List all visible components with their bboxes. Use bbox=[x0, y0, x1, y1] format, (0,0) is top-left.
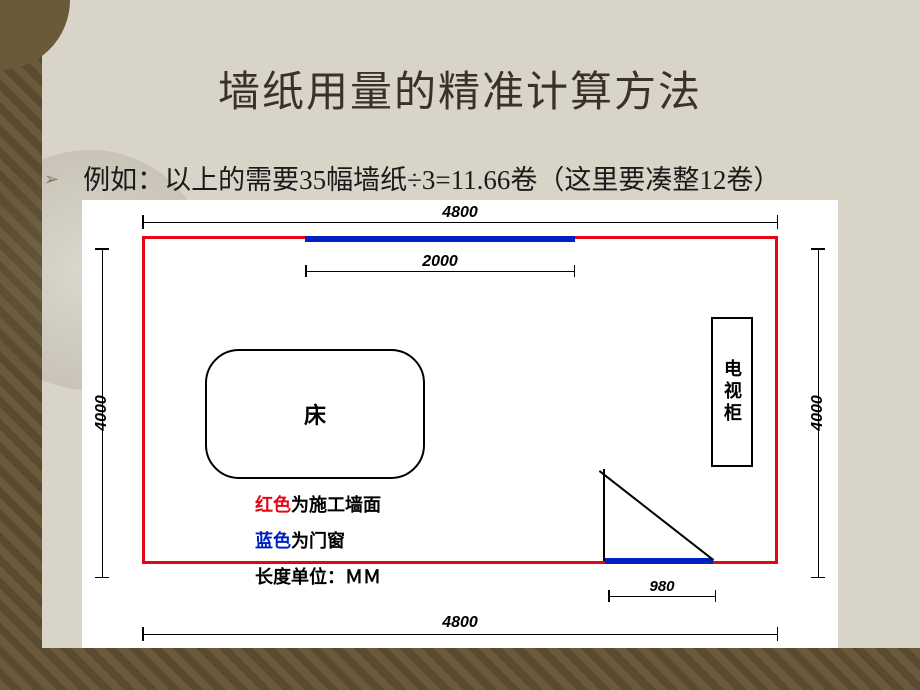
chevron-right-icon: ➢ bbox=[44, 169, 59, 190]
legend-line-red: 红色为施工墙面 bbox=[255, 487, 381, 523]
door-swing-diagonal bbox=[599, 470, 714, 561]
bullet-text: 例如：以上的需要35幅墙纸÷3=11.66卷（这里要凑整12卷） bbox=[83, 158, 780, 197]
floorplan-diagram: 4800 4800 4000 4000 2000 bbox=[82, 200, 838, 648]
legend: 红色为施工墙面 蓝色为门窗 长度单位：ＭＭ bbox=[255, 487, 381, 595]
dimension-value: 980 bbox=[649, 578, 674, 595]
door-swing-side bbox=[603, 469, 605, 561]
legend-blue-rest: 为门窗 bbox=[291, 531, 345, 551]
slide-title: 墙纸用量的精准计算方法 bbox=[0, 58, 920, 119]
legend-line-unit: 长度单位：ＭＭ bbox=[255, 559, 381, 595]
dimension-value: 4000 bbox=[93, 395, 111, 431]
bullet-row: ➢ 例如：以上的需要35幅墙纸÷3=11.66卷（这里要凑整12卷） bbox=[44, 158, 900, 197]
legend-red-rest: 为施工墙面 bbox=[291, 495, 381, 515]
dimension-value: 2000 bbox=[422, 253, 458, 270]
legend-line-blue: 蓝色为门窗 bbox=[255, 523, 381, 559]
dimension-right: 4000 bbox=[804, 248, 832, 578]
tv-cabinet-shape: 电视柜 bbox=[711, 317, 753, 467]
dimension-window: 2000 bbox=[305, 257, 575, 285]
door-opening bbox=[605, 558, 713, 564]
dimension-left: 4000 bbox=[88, 248, 116, 578]
dimension-door: 980 bbox=[608, 582, 716, 606]
bed-shape: 床 bbox=[205, 349, 425, 479]
dimension-value: 4000 bbox=[809, 395, 827, 431]
legend-red-word: 红色 bbox=[255, 495, 291, 515]
dimension-value: 4800 bbox=[442, 204, 478, 221]
dimension-value: 4800 bbox=[442, 614, 478, 631]
bed-label: 床 bbox=[304, 398, 326, 430]
dimension-top: 4800 bbox=[142, 204, 778, 232]
legend-blue-word: 蓝色 bbox=[255, 531, 291, 551]
window-opening bbox=[305, 236, 575, 242]
room-outline: 2000 床 电视柜 红色为施工墙面 蓝色为门窗 长度单位：ＭＭ bbox=[142, 236, 778, 564]
tv-cabinet-label: 电视柜 bbox=[719, 359, 745, 425]
dimension-bottom: 4800 bbox=[142, 616, 778, 644]
